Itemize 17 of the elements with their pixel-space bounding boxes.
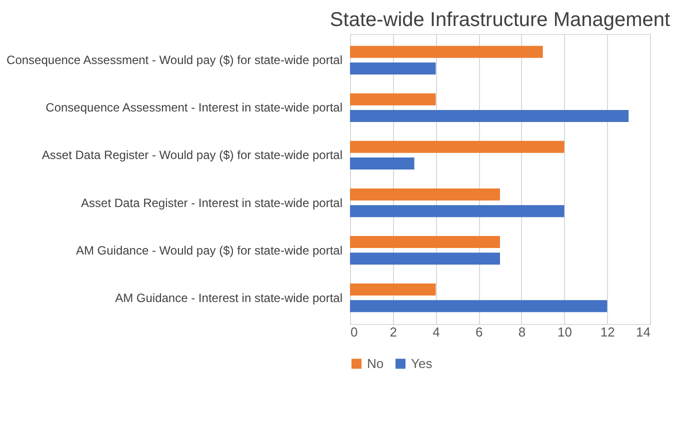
chart-title: State-wide Infrastructure Management	[330, 9, 671, 31]
x-tick-label: 6	[475, 324, 483, 340]
x-tick-label: 10	[558, 324, 572, 340]
y-tick-label: AM Guidance - Would pay ($) for state-wide portal	[76, 243, 342, 258]
x-tick-label: 12	[600, 324, 615, 340]
y-tick-label: Asset Data Register - Interest in state-wide portal	[81, 196, 342, 210]
y-tick-label: Consequence Assessment - Interest in state-wide portal	[46, 100, 342, 115]
legend-label: Yes	[411, 356, 433, 371]
x-tick-label: 14	[636, 324, 650, 340]
y-tick-label: AM Guidance - Interest in state-wide portal	[115, 290, 342, 305]
x-tick-label: 0	[350, 324, 358, 340]
y-tick-label: Consequence Assessment - Would pay ($) for state-wide portal	[6, 53, 342, 68]
x-tick-label: 4	[432, 324, 440, 340]
x-tick-label: 8	[518, 324, 526, 340]
legend-label: No	[367, 356, 384, 371]
y-tick-label: Asset Data Register - Would pay ($) for state-wide portal	[42, 148, 342, 162]
x-tick-label: 2	[390, 324, 397, 340]
